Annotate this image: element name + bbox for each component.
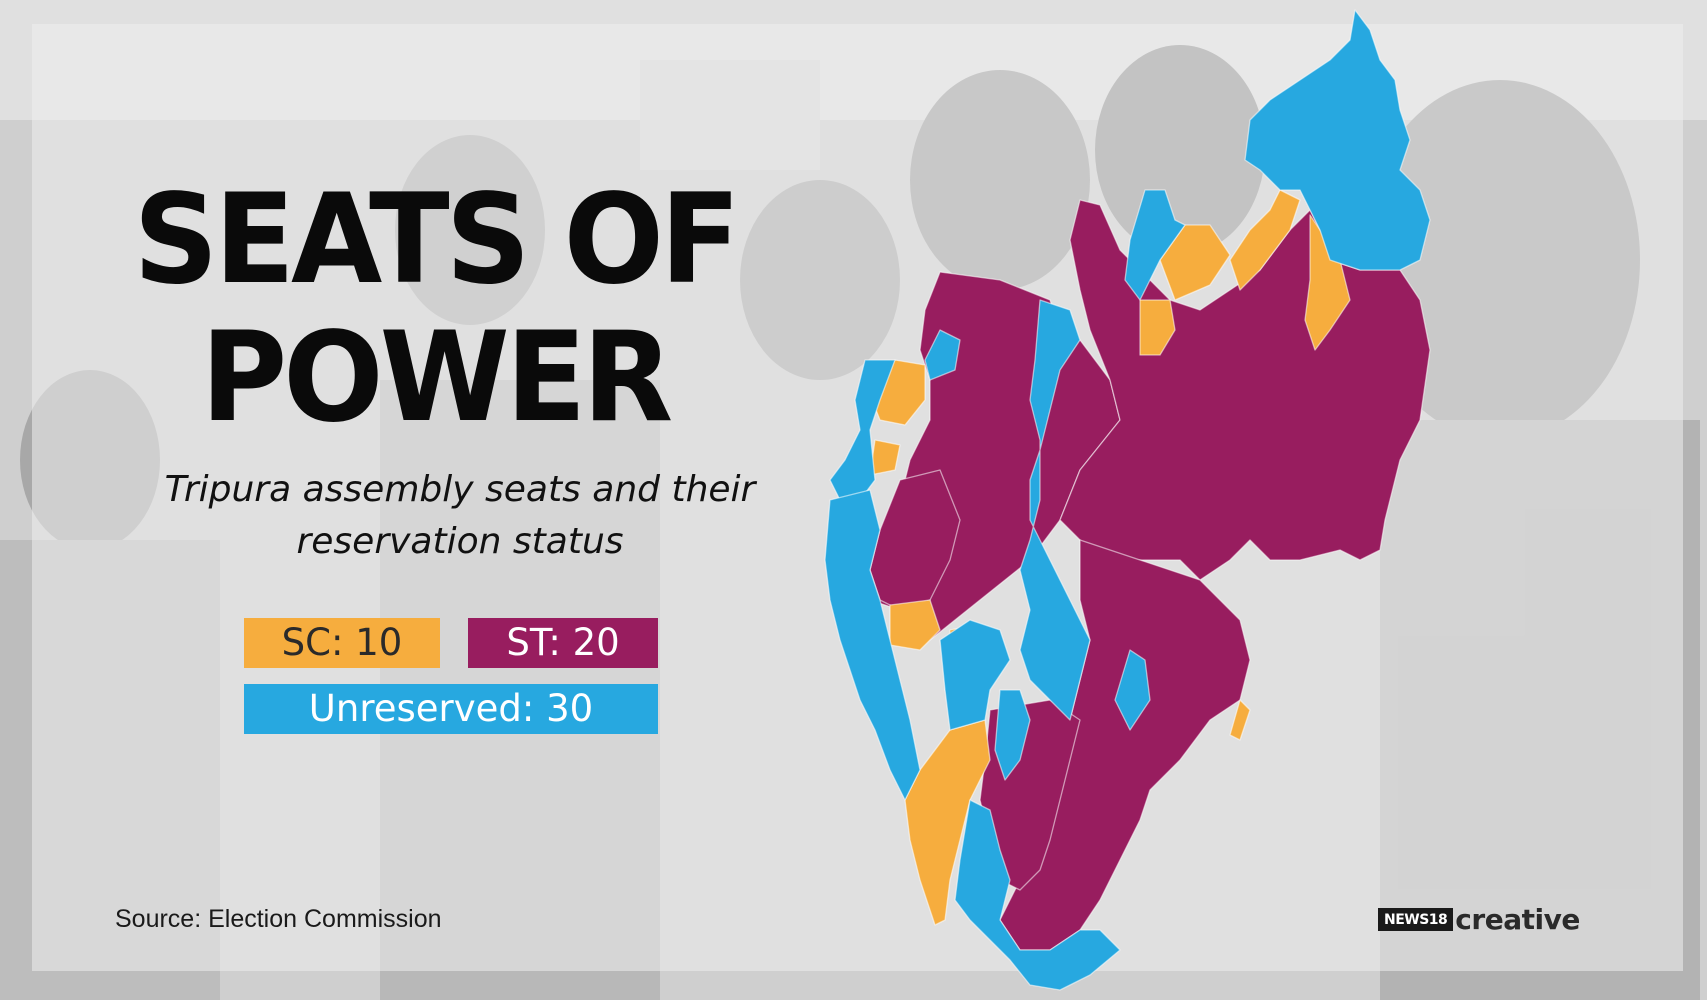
region-sc [1304, 214, 1351, 351]
region-sc [1229, 699, 1251, 741]
logo-box: NEWS18 [1378, 908, 1454, 931]
region-unreserved [1244, 9, 1431, 271]
legend-sc: SC: 10 [244, 618, 440, 668]
region-sc [889, 599, 941, 651]
region-unreserved [1124, 189, 1186, 301]
region-unreserved [824, 489, 921, 801]
region-unreserved [939, 619, 1011, 731]
title-line-2: POWER [200, 304, 673, 450]
legend-unreserved: Unreserved: 30 [244, 684, 658, 734]
news18-creative-logo: NEWS18 creative [1378, 903, 1580, 937]
title-line-1: SEATS OF [133, 166, 740, 312]
subtitle: Tripura assembly seats and their reserva… [164, 469, 756, 562]
region-unreserved [829, 359, 896, 501]
region-unreserved [1114, 649, 1151, 731]
region-unreserved [924, 329, 961, 381]
region-unreserved [1019, 299, 1091, 721]
region-unreserved [994, 689, 1031, 781]
region-sc [1229, 189, 1301, 291]
source-note: Source: Election Commission [115, 905, 442, 933]
region-unreserved [954, 799, 1121, 991]
logo-text: creative [1455, 903, 1580, 936]
region-sc [1139, 299, 1176, 356]
legend-st: ST: 20 [468, 618, 658, 668]
